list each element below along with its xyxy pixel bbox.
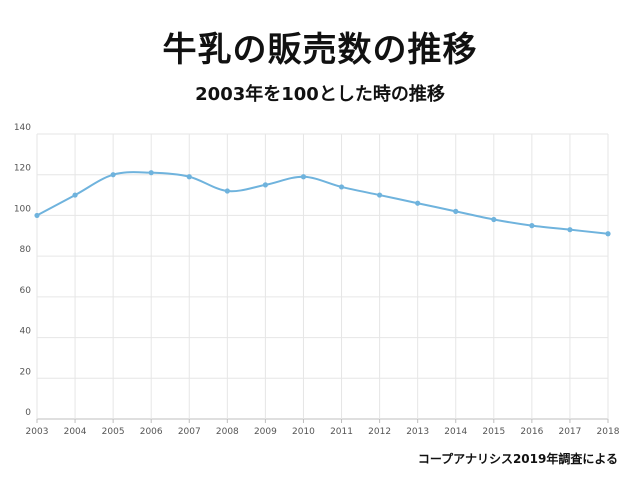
series-group bbox=[34, 170, 611, 237]
data-point bbox=[262, 182, 268, 188]
chart-title: 牛乳の販売数の推移 bbox=[162, 30, 478, 70]
x-tick-label: 2003 bbox=[26, 427, 49, 437]
x-tick-label: 2018 bbox=[597, 427, 620, 437]
x-tick-label: 2014 bbox=[444, 427, 467, 437]
x-tick-label: 2013 bbox=[406, 427, 429, 437]
data-point bbox=[148, 170, 154, 176]
data-point bbox=[453, 208, 459, 214]
data-point bbox=[300, 174, 307, 180]
data-point bbox=[567, 227, 573, 233]
x-tick-label: 2016 bbox=[520, 427, 543, 437]
x-tick-label: 2011 bbox=[330, 427, 353, 437]
y-tick-label: 100 bbox=[14, 204, 31, 214]
x-tick-label: 2004 bbox=[64, 427, 87, 437]
data-point bbox=[338, 184, 345, 190]
x-axis-ticks: 2003 2004 2005 2006 2007 2008 2009 2010 2011 2012… bbox=[26, 427, 620, 437]
data-point bbox=[224, 188, 230, 194]
y-tick-label: 20 bbox=[20, 367, 32, 377]
x-tick-label: 2006 bbox=[140, 427, 163, 437]
y-tick-label: 140 bbox=[14, 123, 31, 133]
y-tick-label: 0 bbox=[25, 408, 31, 418]
x-tick-label: 2017 bbox=[558, 427, 581, 437]
y-tick-label: 120 bbox=[14, 164, 31, 174]
x-tick-label: 2007 bbox=[178, 427, 201, 437]
x-tick-label: 2015 bbox=[482, 427, 505, 437]
x-tick-label: 2005 bbox=[102, 427, 125, 437]
source-note: コープアナリシス2019年調査による bbox=[417, 452, 618, 466]
data-point bbox=[415, 200, 421, 206]
series-line bbox=[36, 171, 609, 235]
x-tick-label: 2008 bbox=[216, 427, 239, 437]
data-point bbox=[605, 231, 611, 237]
x-tick-label: 2009 bbox=[254, 427, 277, 437]
data-point bbox=[34, 212, 40, 219]
data-point bbox=[491, 216, 497, 223]
x-tick-label: 2012 bbox=[368, 427, 391, 437]
y-tick-label: 80 bbox=[20, 245, 32, 255]
data-point bbox=[529, 223, 535, 229]
gridlines bbox=[36, 133, 609, 423]
data-point bbox=[110, 172, 116, 178]
x-tick-label: 2010 bbox=[292, 427, 315, 437]
chart-subtitle: 2003年を100とした時の推移 bbox=[195, 84, 445, 105]
y-axis-ticks: 0 20 40 60 80 100 120 140 bbox=[14, 123, 31, 418]
data-point bbox=[72, 192, 78, 198]
y-tick-label: 40 bbox=[20, 327, 32, 337]
y-tick-label: 60 bbox=[20, 286, 32, 296]
data-point bbox=[377, 192, 383, 198]
data-point bbox=[186, 174, 192, 180]
